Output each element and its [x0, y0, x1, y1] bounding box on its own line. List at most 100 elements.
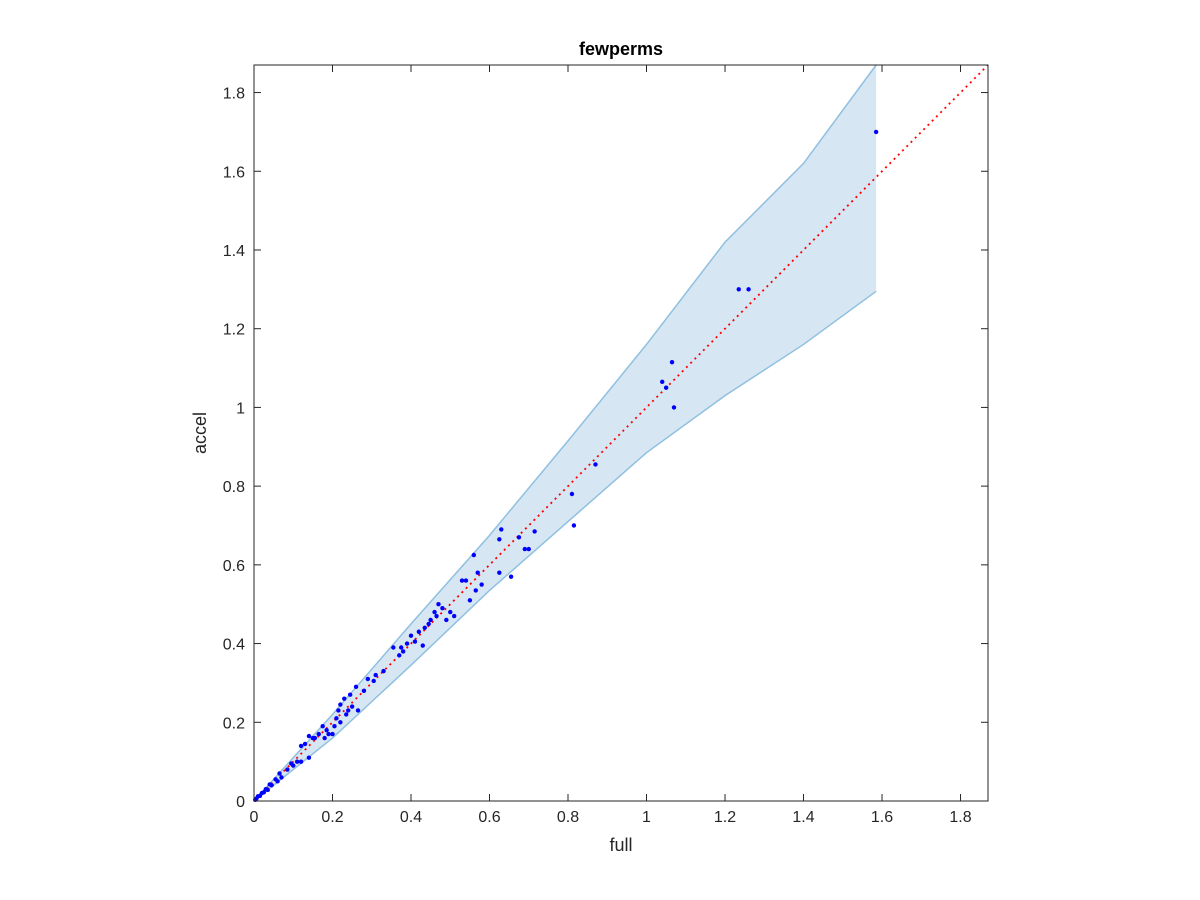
data-point	[532, 529, 537, 534]
x-tick-label: 1.4	[792, 809, 814, 826]
data-point	[516, 535, 522, 540]
data-point	[277, 771, 282, 776]
y-tick-label: 0	[236, 794, 245, 811]
data-point	[338, 702, 343, 707]
data-point	[275, 779, 280, 784]
data-point	[397, 653, 402, 658]
data-point	[312, 735, 318, 741]
data-point	[428, 617, 433, 623]
x-axis-label: full	[609, 835, 632, 855]
data-point	[330, 731, 335, 737]
data-point	[473, 588, 478, 593]
data-point	[451, 613, 457, 619]
data-point	[334, 716, 339, 721]
data-point	[324, 727, 329, 733]
data-point	[285, 767, 290, 772]
data-point	[873, 129, 879, 135]
data-point	[336, 708, 341, 713]
data-point	[508, 574, 514, 579]
data-point	[365, 676, 371, 682]
data-point	[279, 775, 284, 780]
data-point	[347, 692, 353, 697]
data-point	[342, 696, 347, 701]
band-upper-edge	[253, 64, 877, 802]
data-point	[332, 724, 337, 729]
data-point	[422, 625, 427, 631]
data-point	[298, 759, 304, 764]
data-point	[434, 613, 439, 619]
data-point	[432, 609, 437, 615]
data-point	[349, 704, 355, 709]
data-point	[412, 639, 418, 644]
data-point	[522, 546, 528, 552]
data-point	[316, 731, 321, 737]
data-point	[306, 755, 312, 760]
data-point	[404, 641, 410, 646]
plot-area-border	[253, 64, 989, 802]
confidence-band	[253, 64, 877, 802]
data-point	[497, 537, 502, 542]
data-point	[479, 582, 484, 587]
data-point	[736, 287, 741, 292]
y-tick-label: 0.8	[223, 479, 245, 496]
x-tick-label: 1.2	[714, 809, 736, 826]
data-point	[420, 643, 425, 648]
data-point	[497, 570, 502, 575]
data-point	[346, 708, 351, 713]
data-point	[302, 741, 308, 747]
data-point	[398, 645, 404, 650]
y-tick-label: 1	[236, 400, 245, 417]
y-axis-ticks: 0 0.2 0.4 0.6 0.8 1 1.2 1.4 1.6 1.8	[223, 86, 988, 811]
data-point	[467, 598, 473, 603]
data-point	[440, 605, 445, 611]
data-point	[569, 491, 575, 497]
data-point	[361, 688, 367, 693]
data-point	[459, 578, 465, 583]
data-point	[298, 743, 304, 749]
data-point	[355, 708, 361, 713]
data-point	[291, 763, 296, 768]
x-tick-label: 0.8	[557, 809, 579, 826]
data-point	[463, 578, 469, 583]
x-tick-label: 0.2	[321, 809, 343, 826]
data-point	[269, 783, 274, 788]
data-point	[400, 649, 406, 654]
data-point	[475, 570, 480, 575]
data-point	[660, 379, 665, 385]
y-tick-label: 0.2	[223, 715, 245, 732]
data-point	[381, 668, 386, 674]
data-point	[426, 621, 431, 627]
data-point	[499, 527, 504, 532]
chart-title: fewperms	[579, 39, 663, 59]
data-point	[416, 629, 422, 634]
y-tick-label: 1.4	[223, 243, 245, 260]
data-point	[471, 552, 477, 558]
data-point	[526, 546, 531, 552]
data-points	[252, 129, 879, 803]
x-tick-label: 0.6	[478, 809, 500, 826]
data-point	[326, 731, 331, 737]
data-point	[571, 523, 577, 528]
y-tick-label: 1.6	[223, 164, 245, 181]
data-point	[593, 462, 598, 467]
data-point	[344, 712, 349, 717]
data-point	[306, 733, 312, 739]
data-point	[320, 724, 325, 729]
data-point	[444, 617, 449, 623]
data-point	[261, 790, 267, 795]
data-point	[322, 735, 327, 741]
y-tick-label: 0.4	[223, 637, 245, 654]
data-point	[353, 684, 359, 690]
x-axis-ticks: 0 0.2 0.4 0.6 0.8 1 1.2 1.4 1.6 1.8	[250, 65, 972, 826]
x-tick-label: 0.4	[400, 809, 422, 826]
x-tick-label: 0	[250, 809, 259, 826]
band-lower-edge	[253, 290, 877, 802]
data-point	[391, 645, 396, 650]
data-point	[265, 787, 270, 793]
y-axis-label: accel	[190, 412, 210, 454]
data-point	[338, 720, 343, 725]
data-point	[371, 678, 376, 684]
data-point	[671, 405, 677, 410]
data-point	[746, 287, 751, 292]
